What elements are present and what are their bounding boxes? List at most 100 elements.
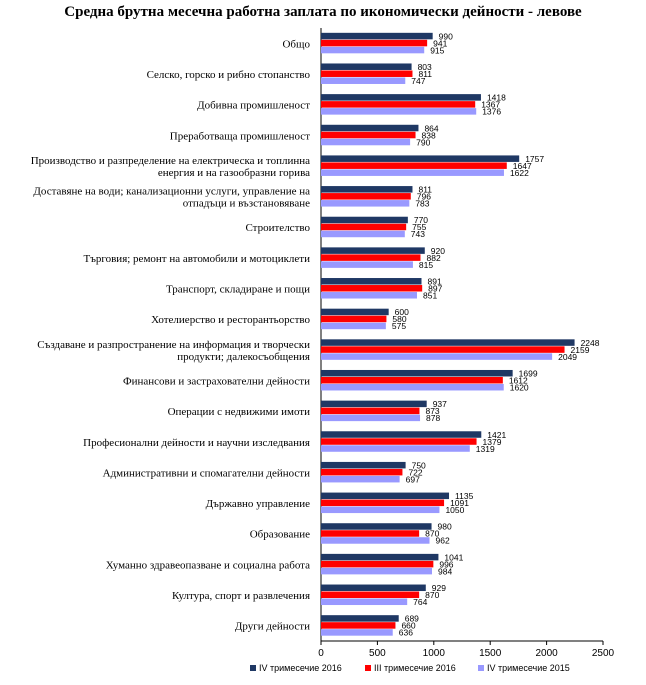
data-label: 941: [433, 38, 447, 48]
data-label: 1050: [445, 505, 464, 515]
category-label: Добивна промишленост: [197, 100, 310, 112]
bar: [321, 46, 425, 54]
bar: [321, 530, 420, 537]
data-label: 882: [426, 253, 440, 263]
data-label: 803: [418, 62, 432, 72]
bar: [321, 292, 417, 299]
data-label: 697: [406, 474, 420, 484]
bar: [321, 94, 481, 101]
data-label: 838: [422, 130, 436, 140]
legend-label: IV тримесечие 2016: [259, 663, 342, 673]
data-label: 790: [416, 137, 430, 147]
bar: [321, 186, 413, 193]
data-label: 600: [395, 307, 409, 317]
data-label: 811: [418, 69, 432, 79]
data-label: 996: [439, 559, 453, 569]
bar: [321, 278, 422, 285]
bar: [321, 193, 411, 200]
bar: [321, 261, 413, 268]
data-label: 1620: [510, 382, 529, 392]
x-tick-label: 0: [318, 648, 324, 659]
category-label: Култура, спорт и развлечения: [172, 590, 310, 602]
bar: [321, 254, 421, 261]
bar: [321, 322, 386, 330]
data-label: 891: [428, 277, 442, 287]
bar: [321, 353, 553, 360]
bar: [321, 32, 433, 40]
x-tick-label: 2500: [592, 648, 615, 659]
bar: [321, 339, 575, 346]
data-label: 636: [399, 628, 413, 638]
data-label: 2049: [558, 352, 577, 362]
data-label: 575: [392, 321, 406, 331]
bar: [321, 138, 411, 146]
bar: [321, 77, 406, 84]
bar: [321, 155, 520, 162]
data-label: 722: [408, 467, 422, 477]
bar: [321, 131, 416, 139]
category-label: продукти; далекосъобщения: [177, 351, 310, 363]
data-label: 962: [436, 536, 450, 546]
data-label: 870: [425, 529, 439, 539]
legend-swatch: [478, 665, 484, 671]
data-label: 929: [432, 583, 446, 593]
category-label: Селско, горско и рибно стопанство: [147, 69, 311, 81]
data-label: 1091: [450, 498, 469, 508]
data-label: 2248: [581, 338, 600, 348]
data-label: 660: [401, 621, 415, 631]
category-label: Административни и спомагателни дейности: [103, 467, 310, 479]
data-label: 1622: [510, 168, 529, 178]
data-label: 1379: [483, 437, 502, 447]
bar: [321, 216, 408, 224]
data-label: 2159: [571, 345, 590, 355]
bar: [321, 445, 470, 452]
data-label: 811: [418, 185, 432, 195]
bar: [321, 247, 425, 254]
bar: [321, 461, 406, 469]
bar: [321, 315, 387, 323]
bar: [321, 537, 430, 544]
bar: [321, 629, 393, 636]
category-label: Образование: [250, 529, 310, 541]
bar: [321, 101, 476, 108]
data-label: 937: [433, 399, 447, 409]
legend-swatch: [365, 665, 371, 671]
data-label: 851: [423, 291, 437, 301]
bar: [321, 584, 426, 592]
bar: [321, 438, 477, 445]
bar: [321, 506, 440, 514]
data-label: 897: [428, 284, 442, 294]
x-tick-label: 500: [369, 648, 386, 659]
data-label: 747: [411, 76, 425, 86]
category-label: Професионални дейности и научни изследва…: [83, 437, 310, 449]
data-label: 870: [425, 590, 439, 600]
data-label: 689: [405, 614, 419, 624]
bar: [321, 431, 482, 438]
bar: [321, 523, 432, 530]
bar: [321, 369, 513, 377]
bar: [321, 414, 421, 422]
bar: [321, 560, 434, 568]
data-label: 915: [430, 45, 444, 55]
data-label: 990: [439, 31, 453, 41]
bar: [321, 230, 405, 238]
bar: [321, 407, 420, 415]
category-label: отпадъци и възстановяване: [183, 198, 310, 210]
bar: [321, 162, 507, 169]
data-label: 980: [438, 522, 452, 532]
category-label: Производство и разпределение на електрич…: [31, 155, 310, 167]
bar: [321, 346, 565, 353]
data-label: 815: [419, 260, 433, 270]
data-label: 1041: [444, 552, 463, 562]
bar: [321, 39, 428, 47]
data-label: 1757: [525, 154, 544, 164]
category-label: Транспорт, складиране и пощи: [166, 284, 310, 296]
category-label: Други дейности: [235, 621, 310, 633]
data-label: 1612: [509, 375, 528, 385]
data-label: 743: [411, 229, 425, 239]
bar: [321, 200, 410, 207]
data-label: 1421: [487, 430, 506, 440]
bar: [321, 598, 408, 606]
data-label: 1367: [481, 100, 500, 110]
bar: [321, 567, 432, 575]
